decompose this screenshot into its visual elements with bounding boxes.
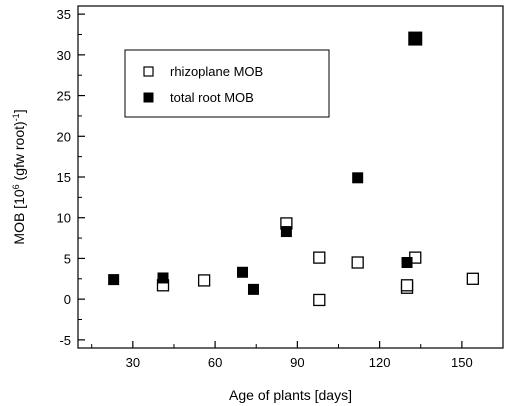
- total-root-mob-point: [352, 172, 364, 184]
- rhizoplane-mob-point: [351, 256, 364, 269]
- x-tick-label: 30: [126, 355, 140, 370]
- y-tick-label: 25: [57, 89, 71, 104]
- total-root-mob-point: [108, 274, 120, 286]
- legend-label-rhizoplane: rhizoplane MOB: [170, 64, 263, 79]
- y-axis-label: MOB [106 (gfw root)-1]: [11, 109, 27, 244]
- y-tick-label: 30: [57, 48, 71, 63]
- x-tick-label: 90: [290, 355, 304, 370]
- y-axis-ticks: -5 0 5 10 15 20 25 30 35: [57, 7, 85, 348]
- legend-marker-rhizoplane: [143, 66, 154, 77]
- legend-label-total-root: total root MOB: [170, 90, 254, 105]
- total-root-mob-point: [237, 266, 249, 278]
- x-tick-label: 150: [451, 355, 473, 370]
- y-tick-label: 35: [57, 7, 71, 22]
- legend-box: [124, 49, 330, 118]
- y-tick-label: 20: [57, 129, 71, 144]
- x-tick-label: 60: [208, 355, 222, 370]
- y-tick-label: -5: [59, 333, 71, 348]
- legend-marker-total-root: [143, 92, 154, 103]
- total-root-mob-point: [280, 226, 292, 238]
- x-axis-label: Age of plants [days]: [229, 387, 352, 403]
- y-tick-label: 15: [57, 170, 71, 185]
- data-points: [108, 31, 479, 307]
- total-root-mob-point: [247, 283, 259, 295]
- rhizoplane-mob-point: [466, 272, 479, 285]
- total-root-mob-point: [401, 257, 413, 268]
- legend: rhizoplane MOB total root MOB: [124, 49, 330, 118]
- y-tick-label: 5: [64, 251, 71, 266]
- x-axis-ticks: 30 60 90 120 150: [91, 341, 473, 370]
- rhizoplane-mob-point: [313, 251, 326, 264]
- y-tick-label: 10: [57, 211, 71, 226]
- total-root-mob-point: [408, 31, 423, 46]
- x-tick-label: 120: [369, 355, 391, 370]
- total-root-mob-point: [157, 272, 169, 284]
- rhizoplane-mob-point: [313, 293, 326, 307]
- rhizoplane-mob-point: [400, 279, 414, 292]
- rhizoplane-mob-point: [197, 274, 211, 287]
- y-tick-label: 0: [64, 292, 71, 307]
